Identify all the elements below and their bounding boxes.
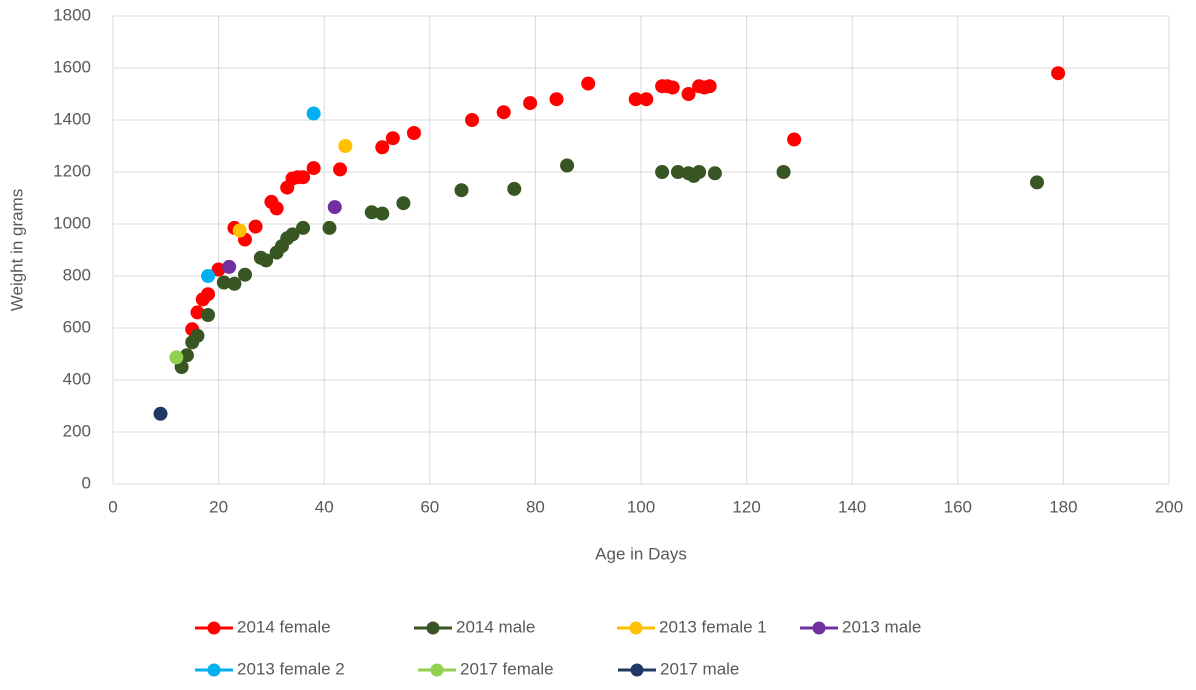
data-point [385, 131, 400, 146]
data-point [375, 206, 390, 221]
legend-label: 2013 female 2 [237, 659, 345, 678]
legend-label: 2014 male [456, 617, 535, 636]
data-point [338, 139, 353, 153]
data-point [333, 162, 348, 177]
x-tick-label: 20 [209, 497, 228, 516]
data-point [222, 259, 237, 274]
legend-marker [630, 663, 644, 677]
data-point [496, 105, 511, 120]
legend-marker [812, 621, 826, 635]
data-point [322, 220, 337, 235]
data-point [232, 223, 247, 238]
data-point [259, 253, 274, 268]
data-point [211, 262, 226, 277]
data-point [269, 201, 284, 216]
data-point [707, 166, 722, 181]
data-point [248, 219, 263, 234]
data-point [639, 92, 654, 107]
data-point [776, 165, 791, 179]
y-tick-label: 0 [82, 473, 91, 492]
data-point [238, 267, 252, 282]
y-tick-label: 200 [63, 421, 91, 440]
legend-marker [207, 663, 221, 677]
data-point [169, 350, 184, 365]
data-point [560, 158, 575, 173]
data-point [549, 92, 564, 107]
data-point [327, 200, 342, 215]
data-point [285, 227, 300, 242]
data-point [523, 96, 538, 111]
data-point [153, 406, 168, 421]
data-point [201, 269, 216, 283]
x-tick-label: 40 [315, 497, 334, 516]
data-point [296, 220, 311, 235]
data-point [296, 170, 311, 185]
data-point [190, 328, 205, 343]
data-point [179, 348, 194, 363]
data-point [306, 161, 321, 176]
y-tick-label: 400 [63, 369, 91, 388]
data-point [216, 275, 231, 290]
y-axis-label: Weight in grams [7, 189, 26, 312]
data-point [665, 80, 680, 95]
y-tick-label: 1800 [53, 5, 91, 24]
y-tick-label: 800 [63, 265, 91, 284]
x-tick-label: 140 [838, 497, 866, 516]
data-point [655, 165, 670, 179]
x-tick-label: 0 [108, 497, 117, 516]
y-tick-label: 600 [63, 317, 91, 336]
x-tick-label: 80 [526, 497, 545, 516]
data-point [702, 79, 717, 94]
x-tick-label: 60 [420, 497, 439, 516]
data-point [670, 165, 685, 179]
legend-label: 2013 male [842, 617, 921, 636]
data-point [787, 132, 802, 147]
legend-label: 2014 female [237, 617, 331, 636]
data-point [465, 113, 480, 127]
data-point [628, 92, 643, 107]
x-tick-label: 160 [944, 497, 972, 516]
data-point [201, 308, 216, 322]
x-tick-label: 200 [1155, 497, 1183, 516]
data-point [681, 87, 696, 101]
data-point [454, 183, 469, 198]
y-tick-label: 1600 [53, 57, 91, 76]
y-tick-label: 1000 [53, 213, 91, 232]
data-point [190, 305, 205, 320]
legend-label: 2017 female [460, 659, 554, 678]
data-point [364, 205, 379, 220]
data-point [227, 276, 242, 291]
data-point [406, 126, 421, 140]
legend-marker [207, 621, 221, 635]
x-axis-label: Age in Days [595, 544, 687, 563]
legend-marker [629, 621, 643, 635]
data-point [396, 196, 411, 211]
legend-marker [426, 621, 440, 635]
data-point [375, 140, 390, 155]
data-point [581, 76, 596, 91]
y-tick-label: 1400 [53, 109, 91, 128]
x-tick-label: 180 [1049, 497, 1077, 516]
data-point [1030, 175, 1044, 190]
data-point [507, 181, 522, 196]
data-point [1051, 66, 1066, 81]
y-tick-label: 1200 [53, 161, 91, 180]
x-tick-label: 100 [627, 497, 655, 516]
data-point [692, 165, 707, 179]
legend-label: 2017 male [660, 659, 739, 678]
x-tick-label: 120 [732, 497, 760, 516]
legend-marker [430, 663, 444, 677]
data-point [201, 287, 216, 302]
legend-label: 2013 female 1 [659, 617, 767, 636]
data-point [306, 106, 321, 121]
